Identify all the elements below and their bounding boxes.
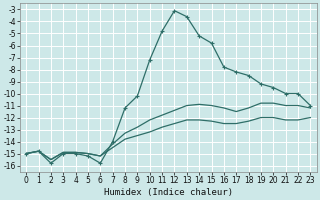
X-axis label: Humidex (Indice chaleur): Humidex (Indice chaleur)	[104, 188, 233, 197]
